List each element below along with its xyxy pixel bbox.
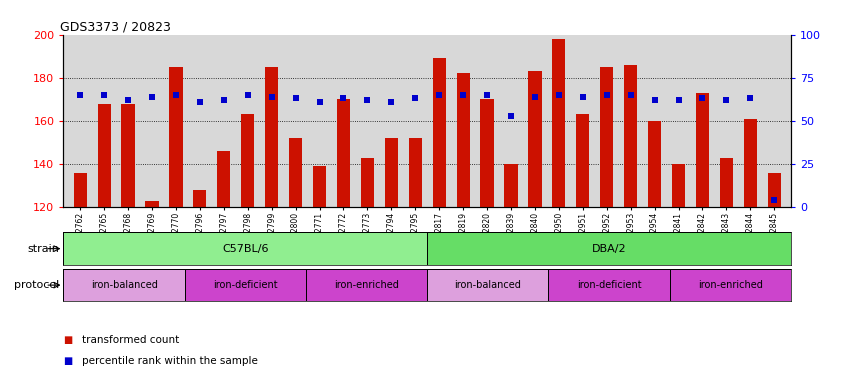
Point xyxy=(409,95,422,101)
Bar xyxy=(432,58,446,207)
Bar xyxy=(548,269,670,301)
Point xyxy=(265,94,278,100)
Bar xyxy=(744,119,757,207)
Point xyxy=(121,97,135,103)
Point xyxy=(241,92,255,98)
Point xyxy=(624,92,637,98)
Bar xyxy=(193,190,206,207)
Bar xyxy=(648,121,662,207)
Bar xyxy=(337,99,350,207)
Text: strain: strain xyxy=(27,243,59,254)
Bar xyxy=(306,269,427,301)
Point xyxy=(337,95,350,101)
Bar xyxy=(409,138,422,207)
Bar xyxy=(97,104,111,207)
Point xyxy=(169,92,183,98)
Bar xyxy=(767,173,781,207)
Text: DBA/2: DBA/2 xyxy=(592,243,626,254)
Bar xyxy=(217,151,230,207)
Bar xyxy=(265,67,278,207)
Point xyxy=(97,92,111,98)
Bar xyxy=(313,166,326,207)
Point xyxy=(193,99,206,105)
Point xyxy=(481,92,494,98)
Point xyxy=(74,92,87,98)
Text: iron-enriched: iron-enriched xyxy=(334,280,399,290)
Bar xyxy=(63,269,184,301)
Point xyxy=(600,92,613,98)
Bar xyxy=(670,269,791,301)
Bar xyxy=(184,269,306,301)
Bar xyxy=(457,73,470,207)
Text: protocol: protocol xyxy=(14,280,59,290)
Text: ■: ■ xyxy=(63,335,73,345)
Bar xyxy=(74,173,87,207)
Point xyxy=(385,99,398,105)
Point xyxy=(720,97,733,103)
Point xyxy=(288,95,302,101)
Bar xyxy=(241,114,255,207)
Bar xyxy=(146,201,158,207)
Point xyxy=(146,94,159,100)
Text: transformed count: transformed count xyxy=(82,335,179,345)
Bar xyxy=(529,71,541,207)
Point xyxy=(767,197,781,204)
Text: iron-balanced: iron-balanced xyxy=(454,280,521,290)
Bar xyxy=(360,158,374,207)
Point xyxy=(456,92,470,98)
Text: C57BL/6: C57BL/6 xyxy=(222,243,268,254)
Bar xyxy=(122,104,135,207)
Point xyxy=(552,92,566,98)
Text: iron-deficient: iron-deficient xyxy=(213,280,277,290)
Text: iron-enriched: iron-enriched xyxy=(698,280,763,290)
Point xyxy=(313,99,327,105)
Bar xyxy=(385,138,398,207)
Point xyxy=(528,94,541,100)
Bar xyxy=(624,65,637,207)
Point xyxy=(217,97,231,103)
Point xyxy=(672,97,685,103)
Text: iron-deficient: iron-deficient xyxy=(577,280,641,290)
Bar xyxy=(289,138,302,207)
Bar xyxy=(696,93,709,207)
Point xyxy=(360,97,374,103)
Text: percentile rank within the sample: percentile rank within the sample xyxy=(82,356,258,366)
Bar xyxy=(600,67,613,207)
Bar xyxy=(63,232,427,265)
Bar xyxy=(552,39,565,207)
Point xyxy=(744,95,757,101)
Bar xyxy=(504,164,518,207)
Point xyxy=(432,92,446,98)
Bar xyxy=(672,164,685,207)
Text: iron-balanced: iron-balanced xyxy=(91,280,157,290)
Bar xyxy=(576,114,590,207)
Point xyxy=(504,113,518,119)
Bar xyxy=(720,158,733,207)
Text: GDS3373 / 20823: GDS3373 / 20823 xyxy=(60,20,171,33)
Bar xyxy=(169,67,183,207)
Point xyxy=(576,94,590,100)
Bar xyxy=(427,269,548,301)
Point xyxy=(695,95,709,101)
Text: ■: ■ xyxy=(63,356,73,366)
Point xyxy=(648,97,662,103)
Bar xyxy=(427,232,791,265)
Bar xyxy=(481,99,494,207)
